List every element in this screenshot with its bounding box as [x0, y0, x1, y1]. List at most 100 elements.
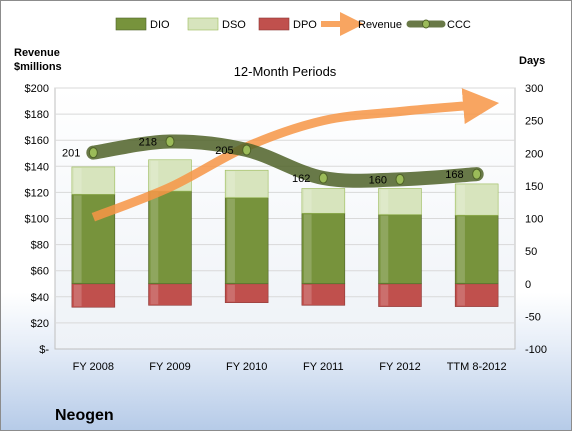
dio-bar: [454, 214, 499, 285]
ccc-line: [86, 134, 484, 188]
dso-bar-highlight: [457, 184, 465, 215]
ccc-data-label: 218: [139, 137, 157, 149]
dso-bar-body: [378, 188, 422, 215]
left-tick-label: $60: [31, 266, 49, 278]
dso-bar-body: [224, 169, 269, 198]
dso-bar-highlight: [380, 189, 389, 214]
dio-bar-highlight: [457, 216, 465, 283]
legend-swatch-dpo: [258, 17, 290, 31]
dso-bar-highlight: [227, 171, 235, 197]
ccc-point: [242, 144, 252, 156]
left-tick-label: $120: [25, 187, 49, 199]
dso-bar-highlight: [303, 189, 312, 213]
dio-bar-highlight: [150, 192, 159, 283]
right-axis-title: Days: [519, 55, 545, 67]
legend-label: DSO: [222, 19, 246, 31]
right-tick-label: 50: [525, 246, 537, 258]
left-axis-title: Revenue: [14, 47, 60, 59]
ccc-data-label: 168: [445, 169, 463, 181]
dpo-bar-highlight: [457, 284, 465, 306]
dpo-bar-highlight: [150, 284, 159, 305]
legend-swatch-dio: [115, 17, 147, 31]
left-tick-label: $180: [25, 109, 49, 121]
ccc-data-label: 162: [292, 173, 310, 185]
right-tick-label: 200: [525, 148, 543, 160]
revenue-arrow: [91, 88, 500, 222]
dso-bar-body: [301, 188, 346, 214]
dpo-bar: [454, 283, 499, 307]
left-tick-label: $200: [25, 83, 49, 95]
dso-bar: [301, 188, 346, 214]
left-axis-title: $millions: [14, 61, 62, 73]
dio-bar: [224, 197, 269, 285]
right-tick-label: 300: [525, 83, 543, 95]
dso-bar-body: [454, 183, 499, 216]
left-tick-label: $160: [25, 135, 49, 147]
legend-label: CCC: [447, 19, 471, 31]
legend-marker-ccc: [422, 19, 430, 29]
dio-bar-body: [378, 214, 422, 285]
dso-bar: [378, 188, 422, 215]
dio-bar-highlight: [227, 198, 235, 283]
revenue-series: [91, 88, 500, 222]
dio-bar-body: [301, 212, 346, 285]
legend-label: DPO: [293, 19, 317, 31]
dpo-bar: [224, 283, 269, 303]
left-tick-label: $20: [31, 318, 49, 330]
ccc-data-label: 201: [62, 148, 80, 160]
ccc-point: [88, 147, 98, 159]
axes: $- $20 $40 $60 $80 $100 $120 $140 $160 $180 $200 -1…: [25, 83, 548, 373]
ccc-point: [395, 173, 405, 185]
ccc-point: [472, 168, 482, 180]
chart-titles: 12-Month Periods Revenue $millions Days: [14, 47, 545, 79]
category-label: FY 2008: [73, 361, 114, 373]
dso-bar: [71, 166, 116, 195]
legend: DIO DSO DPO Revenue CCC: [115, 12, 471, 36]
right-tick-label: -100: [525, 344, 547, 356]
dso-bar-highlight: [150, 160, 159, 191]
dpo-bar-highlight: [380, 284, 389, 306]
left-tick-label: $40: [31, 292, 49, 304]
dpo-bar-highlight: [303, 284, 312, 305]
right-tick-label: -50: [525, 311, 541, 323]
chart-title: 12-Month Periods: [234, 64, 337, 79]
bars: [71, 159, 499, 308]
left-tick-label: $-: [39, 344, 49, 356]
ccc-point: [165, 136, 175, 148]
right-tick-label: 150: [525, 181, 543, 193]
dio-bar-highlight: [380, 215, 389, 283]
dpo-bar: [148, 283, 192, 306]
category-label: FY 2009: [149, 361, 190, 373]
dso-bar: [454, 183, 499, 216]
right-tick-label: 250: [525, 116, 543, 128]
legend-label: Revenue: [358, 19, 402, 31]
left-tick-label: $80: [31, 240, 49, 252]
ccc-series: 201 218 205 162 160 168: [62, 134, 484, 188]
dpo-bar: [378, 283, 422, 307]
category-label: FY 2011: [303, 361, 344, 373]
right-tick-label: 100: [525, 214, 543, 226]
company-name: Neogen: [55, 407, 114, 424]
dio-bar: [148, 190, 192, 285]
gridlines: [55, 87, 515, 324]
dso-bar-highlight: [73, 167, 82, 194]
dio-bar-highlight: [73, 195, 82, 283]
ccc-point: [318, 172, 328, 184]
left-tick-label: $140: [25, 161, 49, 173]
category-label: FY 2010: [226, 361, 267, 373]
right-tick-label: 0: [525, 279, 531, 291]
ccc-data-label: 160: [369, 174, 387, 186]
dso-bar-body: [71, 166, 116, 195]
left-tick-label: $100: [25, 214, 49, 226]
dpo-bar-highlight: [73, 284, 82, 307]
category-label: FY 2012: [379, 361, 420, 373]
dio-bar: [301, 212, 346, 285]
ccc-data-label: 205: [215, 145, 233, 157]
dpo-bar: [301, 283, 346, 306]
category-label: TTM 8-2012: [447, 361, 507, 373]
dio-bar: [378, 214, 422, 285]
dio-bar-highlight: [303, 214, 312, 283]
dpo-bar-highlight: [227, 284, 235, 302]
